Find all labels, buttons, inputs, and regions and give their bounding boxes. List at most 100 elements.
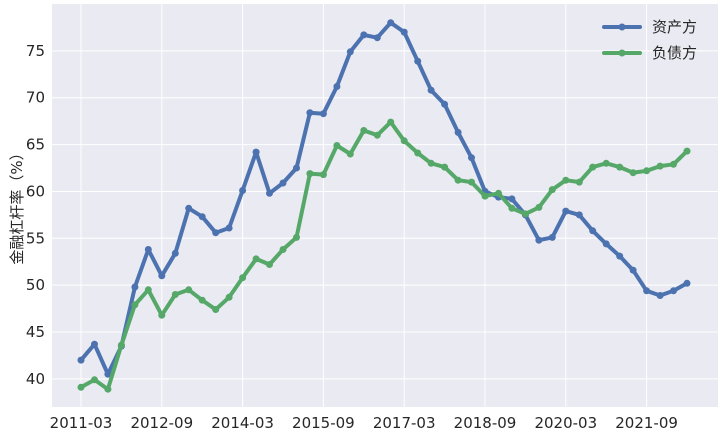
data-point bbox=[602, 240, 610, 248]
data-point bbox=[535, 236, 543, 244]
data-point bbox=[185, 204, 193, 212]
data-point bbox=[171, 291, 179, 298]
data-point bbox=[562, 207, 570, 215]
data-point bbox=[508, 195, 516, 203]
series-line bbox=[79, 20, 689, 377]
data-point bbox=[333, 142, 341, 149]
series-layer bbox=[77, 19, 691, 393]
data-point bbox=[387, 19, 395, 27]
data-point bbox=[495, 189, 502, 197]
data-point bbox=[454, 128, 462, 136]
x-tick-label: 2021-09 bbox=[615, 414, 678, 432]
data-point bbox=[508, 204, 516, 212]
data-point bbox=[212, 306, 220, 313]
data-point bbox=[279, 246, 287, 253]
y-tick-label: 70 bbox=[26, 89, 45, 107]
data-point bbox=[683, 147, 691, 155]
data-point bbox=[144, 246, 152, 253]
data-point bbox=[144, 286, 152, 294]
data-point bbox=[131, 301, 139, 309]
data-point bbox=[589, 227, 597, 235]
data-point bbox=[481, 192, 489, 200]
data-point bbox=[427, 86, 435, 94]
x-tick-label: 2020-03 bbox=[534, 414, 597, 432]
data-point bbox=[346, 48, 354, 56]
data-point bbox=[589, 163, 597, 171]
y-tick-label: 55 bbox=[26, 229, 45, 247]
data-point bbox=[414, 149, 422, 157]
data-point bbox=[360, 31, 368, 39]
data-point bbox=[535, 203, 543, 211]
data-point bbox=[252, 255, 260, 263]
x-tick-label: 2014-03 bbox=[211, 414, 274, 432]
x-tick-label: 2018-09 bbox=[454, 414, 517, 432]
data-point bbox=[656, 162, 664, 170]
data-point bbox=[266, 189, 273, 197]
legend-marker-liability bbox=[618, 49, 626, 57]
data-point bbox=[239, 274, 247, 282]
data-point bbox=[319, 171, 327, 179]
series-line bbox=[79, 120, 689, 392]
y-tick-label: 75 bbox=[26, 42, 45, 60]
data-point bbox=[171, 249, 179, 257]
data-point bbox=[198, 213, 206, 221]
data-point bbox=[575, 211, 583, 219]
data-point bbox=[616, 252, 624, 260]
data-point bbox=[266, 261, 273, 268]
data-point bbox=[239, 187, 247, 194]
data-point bbox=[158, 272, 166, 280]
legend: 资产方 负债方 bbox=[602, 18, 697, 62]
data-point bbox=[441, 163, 449, 171]
data-point bbox=[643, 167, 651, 175]
x-axis-tick-labels: 2011-03 2012-09 2014-03 2015-09 2017-03 2018-… bbox=[50, 414, 678, 432]
data-point bbox=[306, 170, 314, 178]
data-point bbox=[293, 233, 300, 241]
y-tick-label: 50 bbox=[26, 276, 45, 294]
data-point bbox=[360, 127, 368, 134]
x-tick-label: 2011-03 bbox=[50, 414, 113, 432]
plot-background bbox=[52, 4, 718, 407]
data-point bbox=[104, 385, 112, 393]
data-point bbox=[521, 210, 529, 218]
data-point bbox=[400, 28, 408, 36]
data-point bbox=[643, 287, 651, 295]
data-point bbox=[373, 131, 381, 139]
data-point bbox=[117, 341, 125, 349]
y-axis-tick-labels: 40 45 50 55 60 65 70 75 bbox=[26, 42, 45, 388]
data-point bbox=[198, 296, 206, 304]
data-point bbox=[683, 279, 691, 287]
data-point bbox=[279, 179, 287, 187]
data-point bbox=[293, 164, 300, 172]
data-point bbox=[77, 356, 85, 364]
data-point bbox=[414, 57, 422, 65]
data-point bbox=[212, 229, 220, 237]
legend-marker-asset bbox=[618, 23, 626, 31]
data-point bbox=[91, 376, 98, 384]
legend-label-asset: 资产方 bbox=[652, 18, 697, 36]
legend-entry-liability: 负债方 bbox=[602, 44, 697, 62]
data-point bbox=[77, 383, 85, 391]
data-point bbox=[373, 34, 381, 42]
x-tick-label: 2015-09 bbox=[292, 414, 355, 432]
y-tick-label: 40 bbox=[26, 370, 45, 388]
data-point bbox=[346, 150, 354, 158]
data-point bbox=[441, 100, 449, 108]
data-point bbox=[319, 110, 327, 118]
data-point bbox=[629, 266, 637, 274]
series-liability bbox=[77, 118, 691, 393]
data-point bbox=[306, 109, 314, 117]
data-point bbox=[252, 148, 260, 156]
data-point bbox=[387, 118, 395, 126]
data-point bbox=[670, 160, 677, 168]
data-point bbox=[185, 286, 193, 294]
x-tick-label: 2012-09 bbox=[130, 414, 193, 432]
data-point bbox=[158, 311, 166, 319]
data-point bbox=[400, 137, 408, 145]
data-point bbox=[454, 176, 462, 184]
data-point bbox=[616, 163, 624, 171]
data-point bbox=[468, 178, 475, 186]
y-tick-label: 65 bbox=[26, 136, 45, 154]
data-point bbox=[548, 186, 556, 194]
y-tick-label: 45 bbox=[26, 323, 45, 341]
